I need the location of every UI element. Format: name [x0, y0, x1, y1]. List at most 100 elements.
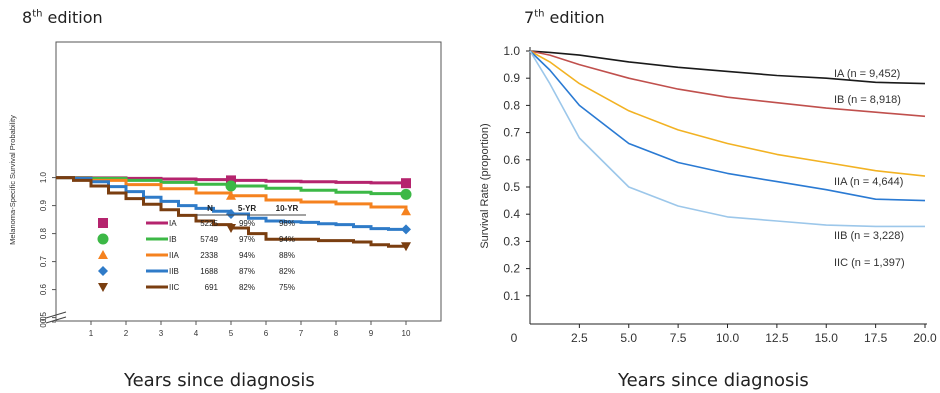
right-edition-number: 7 — [524, 8, 535, 27]
left-series-line-IIC — [56, 176, 406, 248]
right-series-line-IIB — [529, 50, 926, 202]
left-y-tick-label: 1.0 — [39, 171, 48, 183]
right-y-tick-label: 0.3 — [503, 234, 520, 248]
left-table-header: 5-YR — [238, 204, 256, 213]
left-x-caption: Years since diagnosis — [124, 370, 315, 391]
left-legend-marker-IA — [98, 218, 108, 228]
right-y-tick-label: 0.7 — [503, 126, 520, 140]
right-y-tick-label: 1.0 — [503, 44, 520, 58]
left-y-tick-label: 0.6 — [39, 283, 48, 295]
left-table-10yr: 98% — [279, 219, 295, 228]
left-legend-marker-IIB — [98, 266, 108, 276]
left-table-n: 691 — [205, 283, 219, 292]
left-table-n: 1688 — [200, 267, 218, 276]
right-y-tick-label: 0.4 — [503, 207, 520, 221]
right-y-tick-label: 0.8 — [503, 98, 520, 112]
left-marker-5yr-IIC — [226, 224, 236, 233]
left-legend-marker-IIA — [98, 250, 108, 259]
left-x-tick-label: 8 — [334, 329, 339, 338]
right-y-tick-label: 0.6 — [503, 153, 520, 167]
left-x-tick-label: 9 — [369, 329, 374, 338]
left-x-tick-label: 6 — [264, 329, 269, 338]
left-marker-10yr-IB — [400, 188, 412, 200]
right-x-tick-label: 20.0 — [913, 331, 937, 345]
left-edition-number: 8 — [22, 8, 33, 27]
left-x-tick-label: 4 — [194, 329, 199, 338]
left-marker-5yr-IIA — [226, 190, 236, 200]
right-x-tick-label: 5.0 — [620, 331, 637, 345]
left-axis-break-mark — [45, 316, 67, 324]
right-y-tick-label: 0.1 — [503, 289, 520, 303]
left-edition-word: edition — [42, 8, 103, 27]
left-marker-5yr-IIB — [226, 209, 236, 219]
left-legend-stage-IA: IA — [169, 219, 177, 228]
right-series-line-IA — [529, 50, 926, 85]
left-marker-10yr-IIB — [401, 224, 411, 235]
left-table-10yr: 75% — [279, 283, 295, 292]
left-marker-5yr-IB — [225, 180, 237, 192]
left-x-tick-label: 5 — [229, 329, 234, 338]
left-legend-stage-IIB: IIB — [169, 267, 179, 276]
right-y-tick-label: 0.9 — [503, 71, 520, 85]
left-y-tick-label: 0.5 — [39, 311, 48, 323]
left-table-5yr: 97% — [239, 235, 255, 244]
right-series-label-IA: IA (n = 9,452) — [834, 68, 900, 80]
left-legend-stage-IIA: IIA — [169, 251, 179, 260]
right-y-tick-label: 0.2 — [503, 262, 520, 276]
right-x-caption: Years since diagnosis — [618, 370, 809, 391]
left-table-10yr: 88% — [279, 251, 295, 260]
right-panel-title: 7th edition — [524, 8, 605, 27]
left-table-header: 10-YR — [276, 204, 299, 213]
left-legend-stage-IB: IB — [169, 235, 177, 244]
left-table-n: 5225 — [200, 219, 218, 228]
left-plot-frame — [55, 41, 442, 322]
left-axis-break-mark — [45, 311, 67, 319]
right-series-label-IIA: IIA (n = 4,644) — [834, 176, 903, 188]
left-y-tick-label: 0.7 — [39, 255, 48, 267]
left-x-tick-label: 2 — [124, 329, 129, 338]
right-x-tick-label: 0 — [511, 331, 518, 345]
right-chart: Survival Rate (proportion) 0.1 0.2 0.3 0.4 0.… — [479, 44, 937, 345]
left-x-tick-label: 1 — [89, 329, 94, 338]
right-x-tick-label: 2.5 — [571, 331, 588, 345]
left-x-tick-label: 7 — [299, 329, 304, 338]
right-x-tick-label: 10.0 — [716, 331, 740, 345]
left-legend-marker-IIC — [98, 283, 108, 292]
right-x-tick-label: 17.5 — [864, 331, 888, 345]
left-table-10yr: 82% — [279, 267, 295, 276]
left-table-n: 2338 — [200, 251, 218, 260]
left-x-tick-label: 10 — [402, 329, 411, 338]
left-y-tick-label: 0.9 — [39, 199, 48, 211]
left-marker-5yr-IA — [226, 175, 236, 186]
left-marker-10yr-IIA — [401, 206, 411, 216]
right-series-label-IIC: IIC (n = 1,397) — [834, 257, 905, 269]
right-x-tick-label: 12.5 — [765, 331, 789, 345]
right-y-tick-label: 0.5 — [503, 180, 520, 194]
left-legend-stage-IIC: IIC — [169, 283, 179, 292]
right-x-tick-label: 7.5 — [670, 331, 687, 345]
right-series-line-IB — [529, 50, 926, 118]
left-chart: Melanoma-Specific Survival Probability 0.… — [8, 41, 442, 338]
left-marker-10yr-IIC — [401, 242, 411, 252]
right-y-axis-label: Survival Rate (proportion) — [479, 123, 491, 248]
right-edition-word: edition — [544, 8, 605, 27]
right-x-tick-label: 15.0 — [815, 331, 839, 345]
left-x-tick-label: 3 — [159, 329, 164, 338]
right-series-line-IIA — [529, 50, 926, 177]
left-table-n: 5749 — [200, 235, 218, 244]
right-series-line-IIC — [529, 50, 925, 228]
left-table-header: N — [207, 204, 213, 213]
left-table-5yr: 87% — [239, 267, 255, 276]
left-panel-title: 8th edition — [22, 8, 103, 27]
right-series-label-IIB: IIB (n = 3,228) — [834, 230, 904, 242]
left-legend-marker-IB — [97, 233, 109, 245]
left-y-tick-label: 0.8 — [39, 227, 48, 239]
left-table-5yr: 82% — [239, 283, 255, 292]
left-table-5yr: 99% — [239, 219, 255, 228]
left-edition-suffix: th — [32, 8, 43, 20]
left-table-5yr: 94% — [239, 251, 255, 260]
right-series-label-IB: IB (n = 8,918) — [834, 94, 901, 106]
right-edition-suffix: th — [534, 8, 545, 20]
left-table-10yr: 94% — [279, 235, 295, 244]
